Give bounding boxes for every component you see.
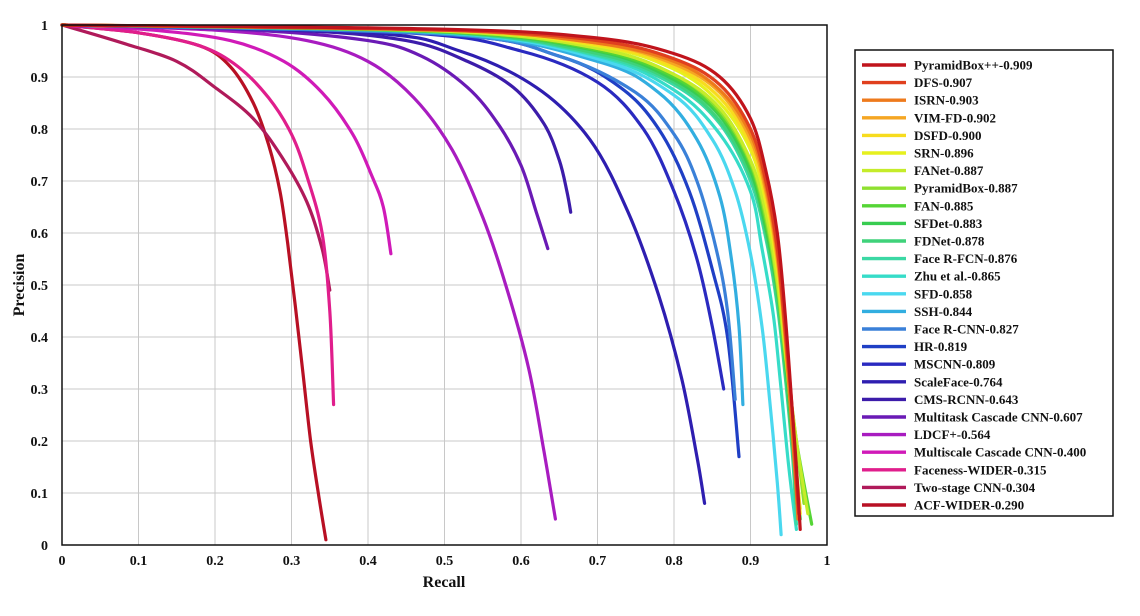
series-line (60, 23, 336, 407)
legend-label: Two-stage CNN-0.304 (914, 480, 1036, 495)
legend-label: FANet-0.887 (914, 163, 984, 178)
y-tick-label: 0.4 (31, 331, 49, 346)
x-axis-title: Recall (423, 574, 466, 591)
legend-label: CMS-RCNN-0.643 (914, 392, 1019, 407)
legend-label: PyramidBox-0.887 (914, 181, 1018, 196)
x-tick-label: 0.8 (665, 554, 683, 569)
legend-label: Zhu et al.-0.865 (914, 269, 1001, 284)
y-tick-label: 0 (41, 539, 48, 554)
series-line (60, 23, 802, 531)
grid-lines (62, 25, 827, 545)
legend: PyramidBox++-0.909 DFS-0.907 ISRN-0.903 VIM… (854, 49, 1114, 517)
y-tick-label: 0.5 (31, 279, 49, 294)
legend-label: LDCF+-0.564 (914, 427, 991, 442)
x-tick-label: 0.5 (436, 554, 454, 569)
y-tick-label: 0.3 (31, 383, 49, 398)
legend-label: DFS-0.907 (914, 75, 973, 90)
plot-frame (61, 24, 828, 546)
series-line (60, 23, 332, 292)
x-tick-labels: 0 0.1 0.2 0.3 0.4 0.5 0.6 0.7 0.8 0.9 1 (59, 554, 831, 569)
x-tick-label: 0.1 (130, 554, 148, 569)
legend-label: PyramidBox++-0.909 (914, 58, 1033, 73)
legend-label: Face R-CNN-0.827 (914, 322, 1019, 337)
legend-label: FDNet-0.878 (914, 234, 985, 249)
y-tick-label: 0.1 (31, 487, 49, 502)
legend-label: Face R-FCN-0.876 (914, 251, 1018, 266)
y-axis-title: Precision (11, 254, 28, 317)
x-tick-label: 0 (59, 554, 66, 569)
series-line (60, 23, 393, 256)
legend-label: SFD-0.858 (914, 286, 973, 301)
y-tick-label: 1 (41, 19, 48, 34)
curves (60, 23, 814, 542)
y-tick-label: 0.2 (31, 435, 49, 450)
legend-label: SFDet-0.883 (914, 216, 983, 231)
legend-label: Multitask Cascade CNN-0.607 (914, 410, 1083, 425)
x-tick-label: 0.4 (359, 554, 377, 569)
legend-box (854, 49, 1114, 517)
y-tick-label: 0.9 (31, 71, 49, 86)
y-tick-label: 0.7 (31, 175, 49, 190)
series-line (60, 23, 557, 521)
legend-label: ISRN-0.903 (914, 93, 979, 108)
legend-label: SRN-0.896 (914, 146, 974, 161)
legend-label: SSH-0.844 (914, 304, 973, 319)
legend-label: MSCNN-0.809 (914, 357, 996, 372)
x-tick-label: 0.3 (283, 554, 301, 569)
legend-label: HR-0.819 (914, 339, 968, 354)
x-tick-label: 0.7 (589, 554, 607, 569)
legend-label: ACF-WIDER-0.290 (914, 498, 1024, 513)
y-tick-label: 0.8 (31, 123, 49, 138)
legend-label: VIM-FD-0.902 (914, 110, 996, 125)
legend-label: Faceness-WIDER-0.315 (914, 462, 1047, 477)
x-tick-label: 0.6 (512, 554, 530, 569)
y-tick-labels: 0 0.1 0.2 0.3 0.4 0.5 0.6 0.7 0.8 0.9 1 (31, 19, 49, 554)
x-tick-label: 1 (824, 554, 831, 569)
x-tick-label: 0.2 (206, 554, 224, 569)
legend-label: ScaleFace-0.764 (914, 374, 1003, 389)
y-tick-label: 0.6 (31, 227, 49, 242)
x-tick-label: 0.9 (742, 554, 760, 569)
legend-label: FAN-0.885 (914, 198, 974, 213)
legend-label: Multiscale Cascade CNN-0.400 (914, 445, 1086, 460)
legend-label: DSFD-0.900 (914, 128, 982, 143)
